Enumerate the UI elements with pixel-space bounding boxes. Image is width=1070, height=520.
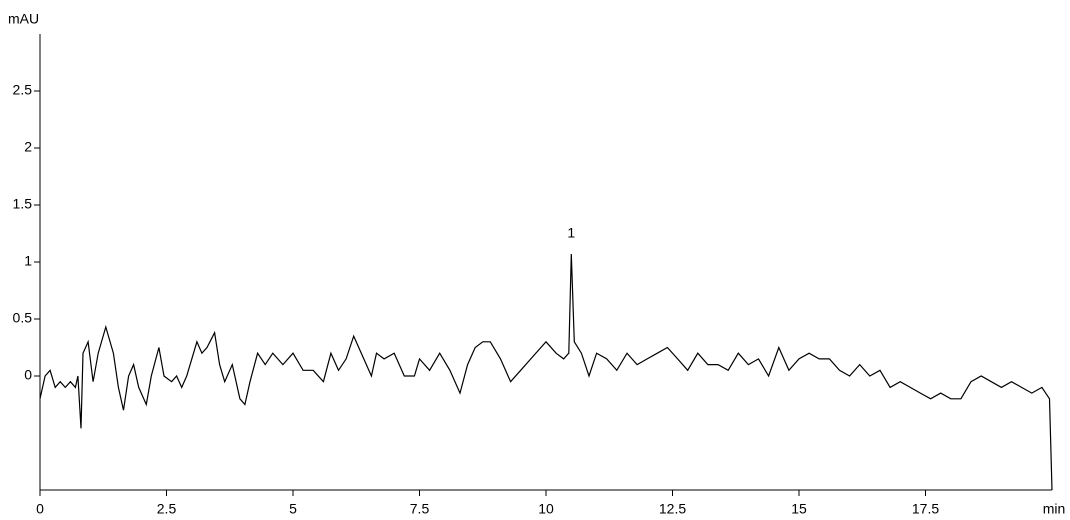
x-axis-label: min bbox=[1043, 501, 1066, 517]
y-tick-label: 1.5 bbox=[13, 196, 33, 212]
peak-label: 1 bbox=[567, 225, 575, 241]
trace bbox=[39, 253, 1053, 491]
x-tick-label: 5 bbox=[289, 501, 297, 517]
x-tick-label: 10 bbox=[538, 501, 554, 517]
y-tick-label: 0 bbox=[24, 367, 32, 383]
x-tick-label: 12.5 bbox=[659, 501, 686, 517]
x-tick-label: 15 bbox=[791, 501, 807, 517]
x-tick-label: 7.5 bbox=[410, 501, 430, 517]
y-tick-label: 2.5 bbox=[13, 82, 33, 98]
x-tick-label: 2.5 bbox=[157, 501, 177, 517]
y-axis-label: mAU bbox=[8, 11, 39, 27]
x-tick-label: 17.5 bbox=[912, 501, 939, 517]
y-tick-label: 1 bbox=[24, 253, 32, 269]
x-tick-label: 0 bbox=[36, 501, 44, 517]
y-tick-label: 0.5 bbox=[13, 310, 33, 326]
y-tick-label: 2 bbox=[24, 139, 32, 155]
